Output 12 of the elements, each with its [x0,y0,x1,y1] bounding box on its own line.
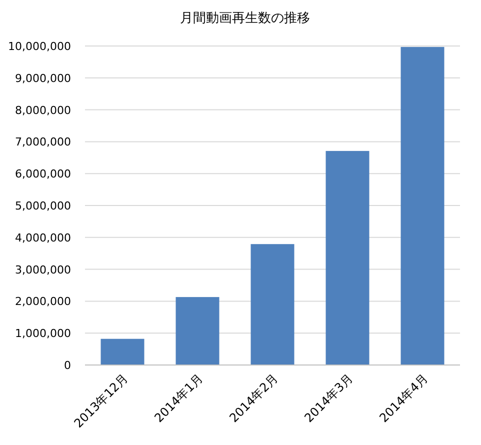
y-tick-label: 1,000,000 [15,327,71,340]
y-tick-label: 7,000,000 [15,136,71,149]
y-tick-label: 9,000,000 [15,72,71,85]
y-tick-label: 3,000,000 [15,263,71,276]
y-tick-label: 5,000,000 [15,200,71,212]
title: 月間動画再生数の推移 [180,11,310,26]
y-tick-label: 10,000,000 [8,40,71,53]
y-tick-label: 6,000,000 [15,168,71,181]
y-tick-label: 4,000,000 [15,231,71,244]
y-tick-label: 2,000,000 [15,295,71,308]
y-tick-label: 8,000,000 [15,104,71,117]
y-tick-label: 0 [64,359,71,372]
